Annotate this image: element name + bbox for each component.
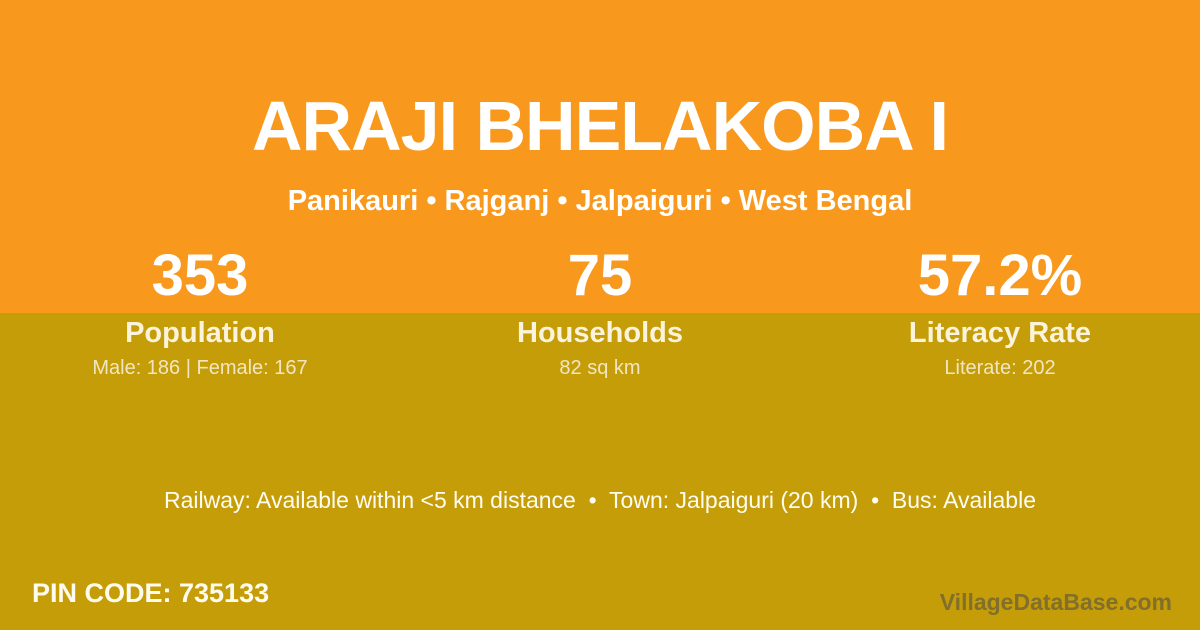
households-value: 75 bbox=[567, 243, 633, 308]
literacy-label: Literacy Rate bbox=[908, 317, 1092, 349]
watermark: VillageDataBase.com bbox=[939, 589, 1172, 615]
stat-population: 353 Population Male: 186 | Female: 167 bbox=[0, 240, 400, 380]
village-title: ARAJI BHELAKOBA I bbox=[252, 87, 949, 165]
population-value: 353 bbox=[151, 243, 249, 308]
stats-row: 353 Population Male: 186 | Female: 167 7… bbox=[0, 240, 1200, 380]
population-label: Population bbox=[125, 317, 275, 349]
amenities-line: Railway: Available within <5 km distance… bbox=[163, 487, 1036, 513]
pin-code: PIN CODE: 735133 bbox=[32, 578, 270, 608]
stat-households: 75 Households 82 sq km bbox=[400, 240, 800, 380]
literacy-value: 57.2% bbox=[917, 243, 1083, 308]
header-background bbox=[0, 0, 1200, 313]
location-breadcrumb: Panikauri • Rajganj • Jalpaiguri • West … bbox=[287, 185, 913, 217]
literacy-detail: Literate: 202 bbox=[944, 357, 1056, 379]
households-label: Households bbox=[517, 317, 683, 349]
body-background bbox=[0, 313, 1200, 630]
population-detail: Male: 186 | Female: 167 bbox=[92, 357, 308, 379]
households-detail: 82 sq km bbox=[559, 357, 641, 379]
stat-literacy: 57.2% Literacy Rate Literate: 202 bbox=[800, 240, 1200, 380]
